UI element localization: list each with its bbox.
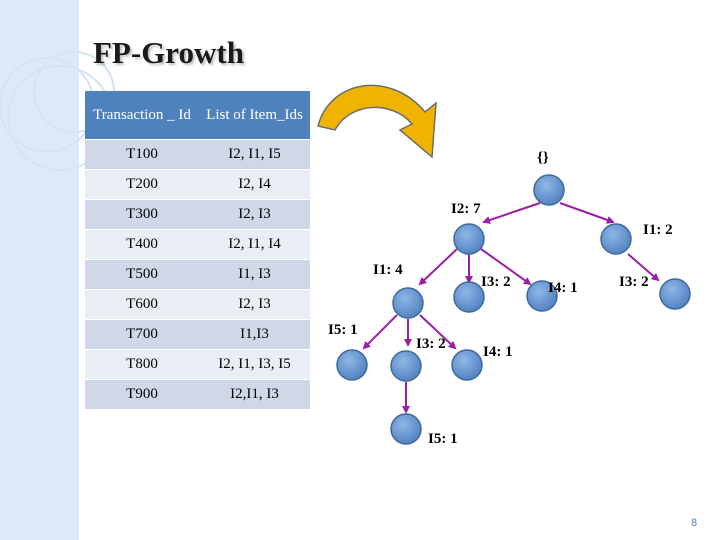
node-label-i4-under-i1: I4: 1 xyxy=(483,344,513,360)
node-label-i4-under-i2: I4: 1 xyxy=(548,280,578,296)
node-label-i3-under-i1root: I3: 2 xyxy=(619,274,649,290)
tree-node-i1 xyxy=(392,287,424,319)
item-list-cell: I2, I1, I5 xyxy=(199,139,310,170)
table-row: T700 I1,I3 xyxy=(85,319,310,350)
item-list-cell: I1,I3 xyxy=(199,319,310,350)
table-row: T400 I2, I1, I4 xyxy=(85,229,310,260)
node-label-i5-under-i3: I5: 1 xyxy=(428,431,458,447)
table-row: T200 I2, I4 xyxy=(85,169,310,200)
transaction-id-cell: T300 xyxy=(85,199,199,230)
edge-i2-i4 xyxy=(480,248,532,286)
header-item-list: List of Item_Ids xyxy=(199,91,310,140)
edge-i2-i1 xyxy=(418,248,458,286)
table-row: T600 I2, I3 xyxy=(85,289,310,320)
tree-node-root xyxy=(533,174,565,206)
node-label-i5-under-i1: I5: 1 xyxy=(328,322,358,338)
curved-arrow-icon xyxy=(317,84,437,159)
item-list-cell: I2, I1, I4 xyxy=(199,229,310,260)
table-row: T100 I2, I1, I5 xyxy=(85,139,310,170)
table-row: T500 I1, I3 xyxy=(85,259,310,290)
tree-node-i2 xyxy=(453,223,485,255)
transaction-id-cell: T100 xyxy=(85,139,199,170)
node-label-i1-root: I1: 2 xyxy=(643,222,673,238)
tree-node-i5-under-i3 xyxy=(390,413,422,445)
item-list-cell: I2, I1, I3, I5 xyxy=(199,349,310,380)
item-list-cell: I2, I4 xyxy=(199,169,310,200)
header-transaction-id: Transaction _ Id xyxy=(85,91,199,140)
node-label-i3-under-i2: I3: 2 xyxy=(481,274,511,290)
node-label-i2: I2: 7 xyxy=(451,201,481,217)
table-header-row: Transaction _ Id List of Item_Ids xyxy=(85,91,310,140)
table-row: T300 I2, I3 xyxy=(85,199,310,230)
tree-node-i3-under-i1root xyxy=(659,278,691,310)
table-row: T900 I2,I1, I3 xyxy=(85,379,310,409)
edge-i1root-i3 xyxy=(627,253,660,282)
slide-title: FP-Growth xyxy=(93,35,244,70)
node-label-i1: I1: 4 xyxy=(373,262,403,278)
root-label: {} xyxy=(537,150,549,166)
item-list-cell: I2, I3 xyxy=(199,199,310,230)
tree-node-i3-under-i1 xyxy=(390,350,422,382)
transaction-table: Transaction _ Id List of Item_Ids T100 I2… xyxy=(85,91,310,409)
node-label-i3-under-i1: I3: 2 xyxy=(416,336,446,352)
tree-node-i4-under-i1 xyxy=(451,349,483,381)
page-number: 8 xyxy=(691,517,698,529)
item-list-cell: I2, I3 xyxy=(199,289,310,320)
tree-node-i3-under-i2 xyxy=(453,281,485,313)
table-row: T800 I2, I1, I3, I5 xyxy=(85,349,310,380)
transaction-id-cell: T600 xyxy=(85,289,199,320)
transaction-id-cell: T700 xyxy=(85,319,199,350)
transaction-id-cell: T900 xyxy=(85,379,199,409)
tree-node-i4-under-i2 xyxy=(526,280,558,312)
transaction-id-cell: T800 xyxy=(85,349,199,380)
transaction-id-cell: T500 xyxy=(85,259,199,290)
transaction-id-cell: T200 xyxy=(85,169,199,200)
tree-node-i1-root xyxy=(600,223,632,255)
edge-root-i2 xyxy=(482,202,541,224)
item-list-cell: I2,I1, I3 xyxy=(199,379,310,409)
tree-node-i5-under-i1 xyxy=(336,349,368,381)
transaction-id-cell: T400 xyxy=(85,229,199,260)
edge-i1-i5 xyxy=(362,314,398,350)
edge-root-i1 xyxy=(559,202,615,224)
edge-i1-i4 xyxy=(419,314,457,350)
item-list-cell: I1, I3 xyxy=(199,259,310,290)
